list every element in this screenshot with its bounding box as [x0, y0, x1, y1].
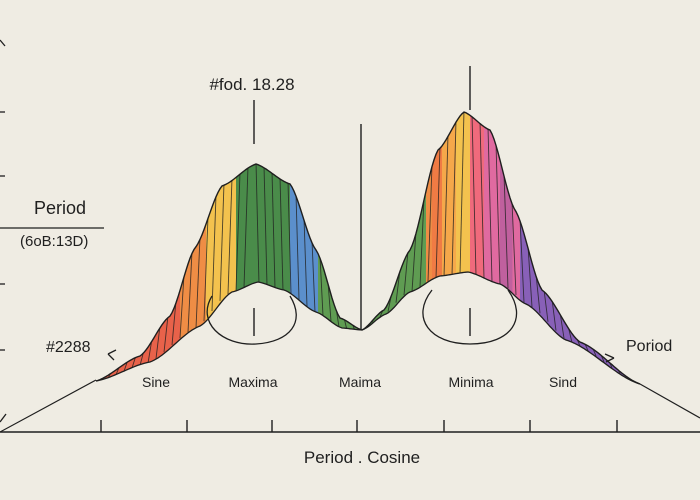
- band-hatch-line: [543, 289, 549, 322]
- band-hatch-line: [271, 171, 276, 289]
- band-hatch-line: [471, 114, 477, 276]
- x-label-maxima: Maxima: [228, 374, 278, 390]
- band-hatch-line: [551, 299, 557, 331]
- x-label-sind: Sind: [548, 374, 578, 390]
- band-hatch-line: [443, 134, 449, 278]
- outer-wave-curve: [95, 111, 641, 385]
- band-hatch-line: [403, 250, 409, 296]
- band-hatch-line: [211, 194, 217, 312]
- band-hatch-line: [163, 315, 169, 353]
- x-axis-ticks: [100, 420, 618, 432]
- band-hatch-line: [155, 325, 161, 359]
- band-hatch-line: [511, 201, 517, 296]
- band-hatch-line: [235, 172, 241, 292]
- right-baseline-line: [639, 383, 700, 419]
- band-hatch-line: [535, 274, 541, 314]
- left-edge-ticks: [0, 39, 7, 423]
- left-baseline-line: [0, 379, 97, 433]
- x-label-sine: Sine: [141, 374, 171, 390]
- right-loop: [422, 289, 518, 345]
- period-sublabel: (6oB:13D): [20, 233, 89, 250]
- band-hatch-line: [295, 194, 300, 300]
- band-segment: [484, 112, 501, 384]
- band-hatch-line: [479, 121, 485, 279]
- x-label-minima: Minima: [448, 374, 494, 390]
- band-hatch-line: [503, 173, 509, 289]
- band-segment: [456, 112, 471, 384]
- band-hatch-line: [459, 112, 465, 275]
- right-arrow-icon: [604, 353, 615, 363]
- band-hatch-line: [527, 246, 533, 308]
- x-label-maima: Maima: [338, 374, 382, 390]
- band-segment: [520, 112, 640, 384]
- band-hatch-line: [435, 146, 441, 279]
- band-hatch-line: [303, 218, 308, 307]
- band-hatch-line: [203, 216, 209, 322]
- inner-wave-curve: [95, 271, 641, 385]
- right-period-label: Poriod: [626, 338, 673, 355]
- band-hatch-line: [487, 127, 493, 282]
- left-value-label: #2288: [46, 339, 91, 356]
- band-hatch-line: [327, 281, 332, 322]
- left-arrow-icon: [107, 349, 117, 361]
- band-hatch-line: [411, 231, 417, 292]
- band-hatch-line: [311, 240, 316, 313]
- band-hatch-line: [187, 251, 193, 333]
- band-hatch-line: [219, 183, 225, 301]
- period-label: Period: [34, 198, 87, 218]
- band-hatch-line: [263, 165, 268, 286]
- band-segment: [408, 112, 427, 384]
- band-hatch-line: [419, 197, 425, 287]
- band-hatch-line: [287, 181, 292, 294]
- band-segment: [470, 112, 485, 384]
- colored-wave-band: [96, 112, 640, 384]
- band-hatch-line: [171, 300, 177, 346]
- band-hatch-line: [279, 176, 284, 292]
- band-hatch-line: [227, 178, 233, 295]
- band-hatch-line: [427, 164, 433, 282]
- top-annotation: #fod. 18.28: [209, 75, 295, 94]
- band-hatch-line: [195, 237, 201, 329]
- left-loop: [206, 295, 297, 345]
- band-hatch-line: [495, 143, 501, 286]
- band-segment: [318, 112, 409, 384]
- band-hatch-line: [255, 161, 260, 285]
- band-hatch-line: [519, 218, 525, 303]
- x-axis-title: Period . Cosine: [303, 448, 421, 467]
- vertical-markers: [253, 66, 471, 336]
- band-hatch-line: [451, 120, 457, 276]
- band-hatch-line: [319, 256, 324, 316]
- band-segment: [96, 112, 181, 384]
- wave-band-hatching: [99, 112, 637, 384]
- band-hatch-line: [243, 166, 249, 288]
- band-hatch-line: [179, 274, 185, 339]
